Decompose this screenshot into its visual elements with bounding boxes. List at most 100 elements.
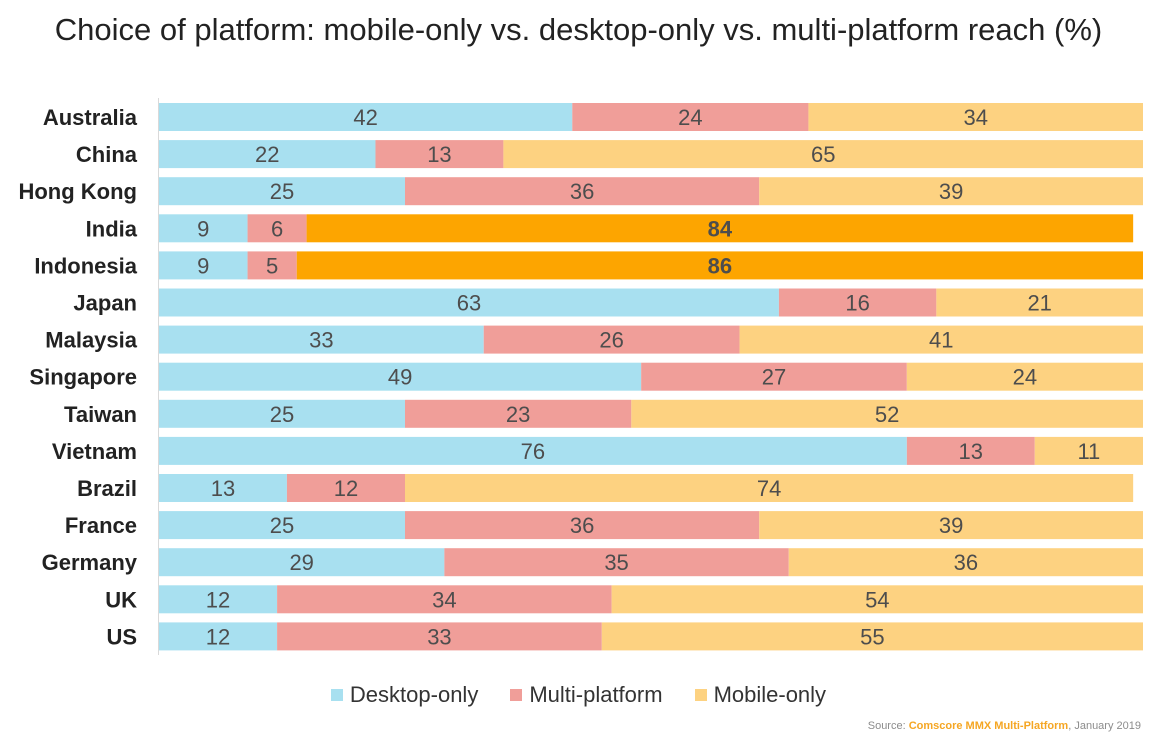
- bar-segment-multi: [277, 585, 612, 614]
- bar-segment-mobile: [503, 140, 1143, 169]
- data-label-mobile: 41: [929, 328, 953, 353]
- data-label-multi: 5: [266, 253, 278, 278]
- data-label-desktop: 25: [270, 179, 294, 204]
- bar-segment-desktop: [159, 548, 445, 577]
- legend-label-mobile: Mobile-only: [713, 682, 827, 707]
- bar-segment-multi: [405, 511, 760, 540]
- data-label-multi: 13: [427, 142, 451, 167]
- data-label-mobile: 21: [1027, 291, 1051, 316]
- bar-segment-multi: [247, 251, 297, 280]
- bar-segment-multi: [286, 474, 405, 502]
- category-label: Brazil: [77, 476, 137, 501]
- data-label-desktop: 25: [270, 513, 294, 538]
- data-label-desktop: 49: [388, 365, 412, 390]
- data-label-desktop: 13: [211, 476, 235, 501]
- bar-segment-desktop: [159, 177, 405, 206]
- category-label: Malaysia: [45, 328, 137, 353]
- source-highlight: Comscore MMX Multi-Platform: [908, 720, 1069, 732]
- category-label: US: [106, 624, 137, 649]
- legend-swatch-desktop: [330, 689, 343, 701]
- bar-segment-desktop: [159, 399, 405, 428]
- data-label-mobile: 86: [708, 253, 732, 278]
- category-label: Australia: [43, 105, 138, 130]
- bar-segment-mobile: [739, 325, 1143, 354]
- source-prefix: Source:: [867, 720, 909, 732]
- category-label: Germany: [42, 550, 138, 575]
- data-label-desktop: 42: [353, 105, 377, 130]
- category-label: France: [65, 513, 137, 538]
- data-label-multi: 36: [570, 513, 594, 538]
- category-label: Hong Kong: [18, 179, 137, 204]
- bar-segment-multi: [405, 399, 632, 428]
- bar-segment-multi: [277, 622, 602, 651]
- bar-segment-multi: [405, 177, 760, 206]
- bar-segment-desktop: [159, 474, 287, 502]
- bar-segment-desktop: [159, 511, 405, 540]
- data-label-mobile: 84: [708, 216, 733, 241]
- bar-segment-mobile: [936, 288, 1143, 317]
- bar-segment-desktop: [159, 251, 248, 280]
- data-label-desktop: 9: [197, 216, 209, 241]
- data-label-multi: 13: [959, 439, 983, 464]
- data-label-multi: 12: [334, 476, 358, 501]
- data-label-mobile: 39: [939, 513, 963, 538]
- data-label-multi: 36: [570, 179, 594, 204]
- bar-segment-mobile: [906, 362, 1143, 391]
- bar-segment-mobile: [611, 585, 1143, 614]
- bar-segment-multi: [906, 436, 1035, 465]
- bar-segment-multi: [375, 140, 504, 169]
- legend-swatch-multi: [510, 689, 523, 701]
- data-label-desktop: 22: [255, 142, 279, 167]
- bar-segment-desktop: [159, 436, 907, 465]
- data-label-multi: 23: [506, 402, 530, 427]
- data-label-mobile: 54: [865, 587, 889, 612]
- data-label-multi: 26: [599, 328, 623, 353]
- data-label-mobile: 55: [860, 624, 884, 649]
- data-label-multi: 24: [678, 105, 702, 130]
- legend: Desktop-only Multi-platform Mobile-only: [0, 682, 1157, 708]
- data-label-desktop: 25: [270, 402, 294, 427]
- data-label-mobile: 24: [1013, 365, 1037, 390]
- legend-item-desktop: Desktop-only: [330, 682, 479, 708]
- bar-segment-multi: [444, 548, 789, 577]
- legend-label-desktop: Desktop-only: [349, 682, 479, 707]
- category-label: China: [76, 142, 138, 167]
- data-label-mobile: 34: [963, 105, 987, 130]
- data-label-mobile: 74: [757, 476, 781, 501]
- category-label: Japan: [73, 291, 137, 316]
- data-label-multi: 27: [762, 365, 786, 390]
- data-label-mobile: 65: [811, 142, 835, 167]
- data-label-multi: 16: [845, 291, 869, 316]
- bar-segment-desktop: [159, 140, 376, 169]
- data-label-mobile: 52: [875, 402, 899, 427]
- category-label: Taiwan: [64, 402, 137, 427]
- category-label: Indonesia: [34, 253, 137, 278]
- bar-segment-multi: [641, 362, 907, 391]
- bar-segment-desktop: [159, 585, 278, 614]
- bar-segment-multi: [483, 325, 740, 354]
- bar-segment-mobile: [808, 103, 1143, 131]
- bar-segment-mobile: [631, 399, 1143, 428]
- bar-segment-desktop: [159, 622, 278, 651]
- bar-segment-mobile: [759, 511, 1143, 540]
- data-label-desktop: 33: [309, 328, 333, 353]
- category-label: India: [86, 216, 138, 241]
- data-label-desktop: 76: [521, 439, 545, 464]
- category-label: UK: [105, 587, 137, 612]
- data-label-multi: 6: [271, 216, 283, 241]
- source-note: Source: Comscore MMX Multi-Platform, Jan…: [868, 720, 1141, 732]
- data-label-mobile: 11: [1077, 439, 1100, 464]
- legend-item-mobile: Mobile-only: [694, 682, 827, 708]
- data-label-desktop: 12: [206, 624, 230, 649]
- bar-segment-mobile: [788, 548, 1143, 577]
- data-label-multi: 33: [427, 624, 451, 649]
- bar-segment-multi: [778, 288, 937, 317]
- bar-segment-mobile: [306, 214, 1134, 243]
- bar-segment-multi: [247, 214, 307, 243]
- legend-item-multi: Multi-platform: [510, 682, 663, 708]
- bar-segment-desktop: [159, 362, 642, 391]
- data-label-desktop: 9: [197, 253, 209, 278]
- bar-segment-mobile: [759, 177, 1143, 206]
- legend-swatch-mobile: [694, 689, 707, 701]
- data-label-desktop: 29: [289, 550, 313, 575]
